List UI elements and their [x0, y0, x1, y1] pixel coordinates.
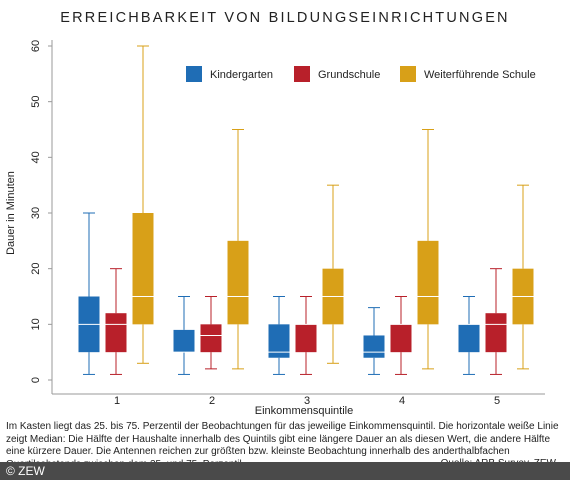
legend-swatch-weiterf-hrende-schule	[400, 66, 416, 82]
footer-bar: © ZEW	[0, 462, 570, 480]
copyright-notice: © ZEW	[6, 464, 45, 478]
box-weiterf-hrende-schule-q4	[417, 240, 439, 325]
legend-label-weiterf-hrende-schule: Weiterführende Schule	[424, 69, 536, 81]
box-plot-chart: 0 10 20 30 40 50 60 Dauer in Minuten 1 2 3 4 5 Einkom…	[5, 40, 545, 417]
y-tick-label-40: 40	[30, 151, 42, 163]
box-grundschule-q5	[485, 313, 507, 353]
box-grundschule-q2	[200, 324, 222, 353]
x-tick-label-4: 4	[399, 395, 405, 407]
y-tick-label-20: 20	[30, 263, 42, 275]
y-tick-label-10: 10	[30, 318, 42, 330]
x-tick-label-2: 2	[209, 395, 215, 407]
box-kindergarten-q5	[458, 324, 480, 353]
box-kindergarten-q4	[363, 335, 385, 358]
x-tick-label-1: 1	[114, 395, 120, 407]
x-tick-label-5: 5	[494, 395, 500, 407]
box-weiterf-hrende-schule-q1	[132, 213, 154, 325]
x-tick-label-3: 3	[304, 395, 310, 407]
box-grundschule-q1	[105, 313, 127, 353]
box-kindergarten-q3	[268, 324, 290, 358]
y-tick-label-60: 60	[30, 40, 42, 52]
box-weiterf-hrende-schule-q2	[227, 240, 249, 325]
y-tick-label-30: 30	[30, 207, 42, 219]
box-kindergarten-q2	[173, 329, 195, 353]
x-axis-label: Einkommensquintile	[255, 405, 353, 417]
y-tick-label-0: 0	[30, 377, 42, 383]
y-axis-label: Dauer in Minuten	[5, 171, 17, 255]
box-grundschule-q3	[295, 324, 317, 353]
y-tick-label-50: 50	[30, 96, 42, 108]
legend-swatch-kindergarten	[186, 66, 202, 82]
legend-swatch-grundschule	[294, 66, 310, 82]
legend-label-grundschule: Grundschule	[318, 69, 380, 81]
chart-title: ERREICHBARKEIT VON BILDUNGSEINRICHTUNGEN	[60, 10, 510, 26]
box-grundschule-q4	[390, 324, 412, 353]
legend-label-kindergarten: Kindergarten	[210, 69, 273, 81]
